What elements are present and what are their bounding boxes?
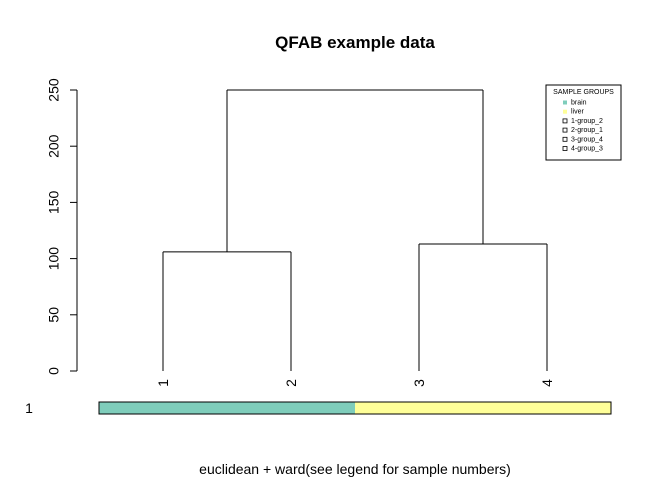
legend-swatch-box [562,136,568,142]
legend-box [545,84,622,161]
x-axis-label: euclidean + ward(see legend for sample n… [199,461,511,477]
y-tick-label: 0 [46,367,62,375]
leaf-labels: 1 2 3 4 [155,379,555,387]
legend-item-label: 1-group_2 [571,118,603,125]
color-bar-row-label: 1 [25,400,33,416]
legend-swatch-box [562,146,568,151]
y-axis: 0 50 100 150 200 250 [46,78,78,375]
dendrogram-tree [162,89,548,371]
leaf-label: 3 [411,379,427,387]
legend-item-label: liver [571,109,585,116]
legend-item-label: 3-group_4 [571,136,603,143]
color-bar-frame [98,401,612,415]
color-bar-segment-brain [99,402,355,414]
legend-swatch-brain [563,100,567,105]
y-tick-label: 200 [46,134,62,158]
y-tick-label: 50 [46,307,62,323]
leaf-label: 2 [283,379,299,387]
legend: SAMPLE GROUPS brain liver 1-group_2 2-group_… [545,84,622,161]
legend-item-label: brain [571,100,587,107]
chart-title: QFAB example data [275,33,435,52]
legend-swatch-liver [563,109,567,114]
leaf-label: 4 [539,379,555,387]
legend-swatch-box [562,118,568,124]
legend-item-label: 2-group_1 [571,127,603,134]
legend-title: SAMPLE GROUPS [553,89,614,96]
y-tick-label: 150 [46,191,62,215]
y-tick-label: 100 [46,247,62,271]
y-tick-label: 250 [46,78,62,102]
leaf-label: 1 [155,379,171,387]
legend-swatch-box [562,127,568,133]
group-color-bar: 1 [25,400,612,416]
color-bar-segment-liver [355,402,611,414]
legend-item-label: 4-group_3 [571,146,603,153]
